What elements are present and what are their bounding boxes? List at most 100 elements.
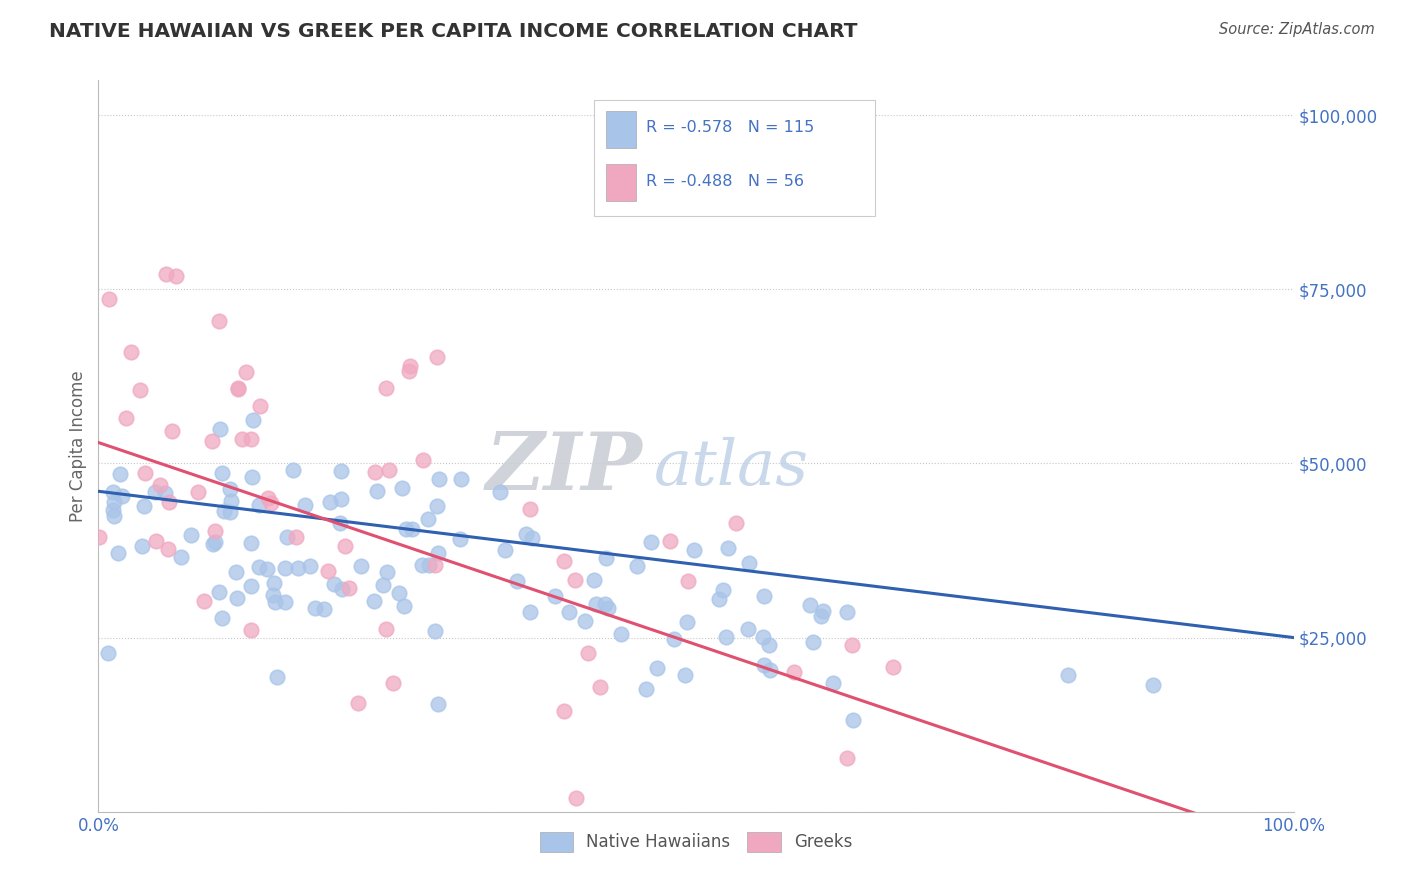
Point (299, 559, 322, 574)
Point (256, 562, 278, 576)
Point (274, 595, 297, 609)
Point (738, 556, 761, 570)
Point (264, 594, 287, 608)
Point (425, 624, 447, 639)
Point (450, 472, 472, 486)
Point (129, 383, 152, 397)
Text: Source: ZipAtlas.com: Source: ZipAtlas.com (1219, 22, 1375, 37)
Point (204, 524, 226, 539)
Point (427, 697, 450, 711)
Point (426, 499, 449, 513)
Point (114, 411, 136, 425)
Point (835, 605, 858, 619)
Point (287, 561, 309, 575)
Point (596, 600, 619, 615)
Point (391, 481, 413, 495)
Point (153, 486, 176, 500)
Point (725, 516, 748, 531)
Point (682, 542, 704, 557)
Point (395, 522, 418, 536)
Point (107, 546, 129, 560)
Point (145, 534, 167, 549)
Point (515, 527, 537, 541)
Point (574, 615, 596, 629)
Point (759, 663, 782, 677)
Point (375, 565, 398, 579)
Point (371, 578, 394, 592)
Point (187, 485, 209, 500)
Text: R = -0.578   N = 115: R = -0.578 N = 115 (645, 120, 814, 136)
Point (388, 586, 411, 600)
Point (294, 498, 316, 512)
Point (330, 582, 353, 597)
Point (225, 565, 247, 579)
Point (231, 432, 253, 446)
Point (333, 539, 356, 553)
Point (226, 382, 249, 396)
Point (841, 638, 863, 652)
Point (211, 466, 233, 480)
Point (235, 365, 257, 379)
Point (714, 630, 737, 644)
Point (364, 465, 387, 479)
Point (412, 453, 434, 467)
Point (208, 422, 231, 436)
Point (610, 627, 633, 641)
Point (103, 495, 125, 509)
Point (585, 597, 607, 611)
Point (752, 630, 775, 644)
Point (799, 599, 821, 613)
Point (132, 499, 155, 513)
Point (149, 478, 172, 492)
Point (120, 345, 142, 359)
Point (593, 597, 616, 611)
Point (98, 293, 121, 307)
FancyBboxPatch shape (595, 100, 875, 216)
Point (339, 581, 361, 595)
Point (411, 558, 433, 573)
Point (155, 268, 177, 282)
Point (97, 647, 120, 661)
Point (595, 550, 617, 565)
Point (169, 550, 191, 565)
Point (108, 467, 131, 481)
Point (489, 485, 512, 500)
Point (134, 467, 156, 481)
Point (399, 359, 422, 373)
Point (347, 696, 370, 710)
Point (506, 574, 529, 589)
Point (214, 504, 236, 518)
Point (304, 600, 326, 615)
Point (101, 503, 124, 517)
Point (239, 432, 262, 446)
Point (783, 665, 806, 679)
Point (378, 463, 401, 477)
Point (157, 495, 180, 509)
Point (103, 508, 125, 523)
Point (249, 399, 271, 413)
Point (211, 611, 233, 625)
Point (263, 576, 285, 591)
Point (193, 594, 215, 608)
Point (636, 682, 658, 697)
Point (319, 495, 342, 509)
Point (329, 492, 352, 507)
Point (226, 381, 249, 395)
Point (544, 589, 567, 603)
Point (398, 364, 420, 378)
Point (239, 579, 262, 593)
Point (576, 646, 599, 660)
FancyBboxPatch shape (606, 164, 637, 201)
Point (143, 484, 166, 499)
Point (201, 434, 224, 449)
Point (219, 505, 242, 519)
Point (283, 463, 305, 477)
Point (837, 751, 859, 765)
Point (662, 632, 685, 646)
Point (401, 522, 423, 536)
Point (558, 605, 581, 619)
Point (219, 482, 242, 496)
Point (247, 499, 270, 513)
Point (226, 591, 249, 606)
Point (582, 573, 605, 587)
